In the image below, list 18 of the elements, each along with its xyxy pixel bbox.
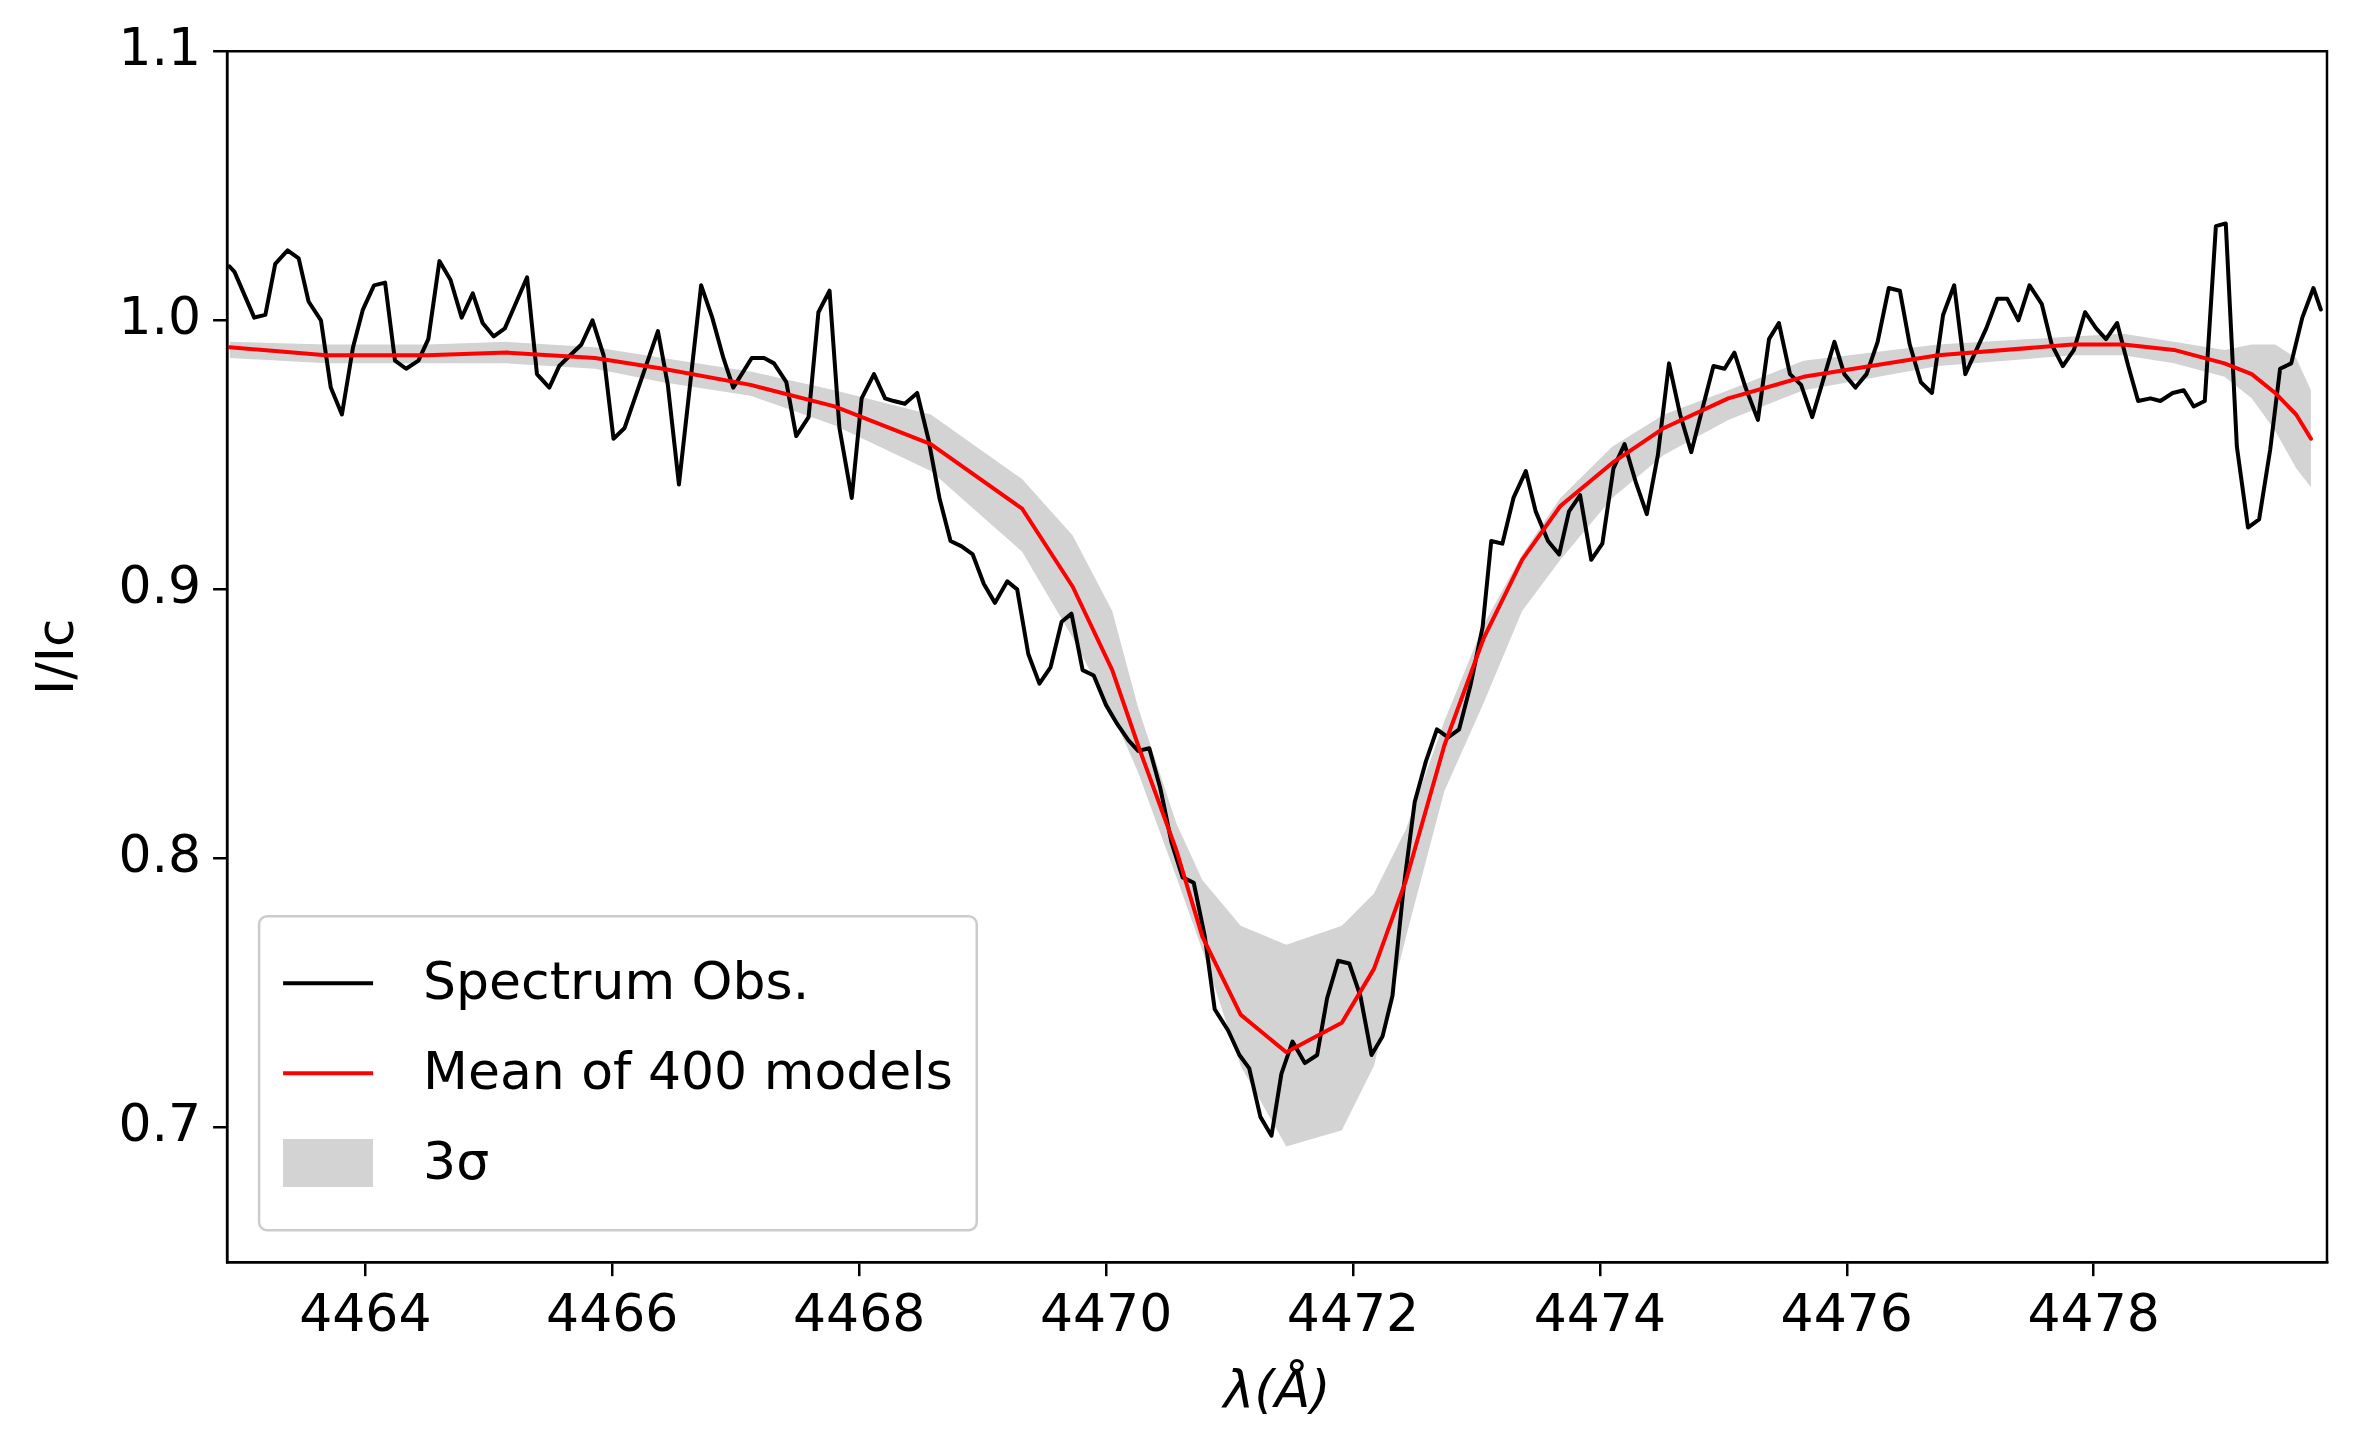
x-tick-label: 4464 bbox=[299, 1282, 432, 1343]
legend-label: Mean of 400 models bbox=[423, 1040, 953, 1101]
x-tick-label: 4466 bbox=[546, 1282, 679, 1343]
x-tick-label: 4468 bbox=[792, 1282, 926, 1343]
y-tick-label: 1.0 bbox=[118, 285, 202, 346]
y-tick-label: 0.8 bbox=[118, 824, 202, 885]
y-tick-label: 1.1 bbox=[118, 16, 202, 77]
x-tick-label: 4478 bbox=[2027, 1282, 2160, 1343]
x-tick-label: 4472 bbox=[1286, 1282, 1420, 1343]
x-tick-label: 4474 bbox=[1533, 1282, 1667, 1343]
y-tick-label: 0.9 bbox=[118, 554, 202, 615]
y-axis-title: I/Ic bbox=[24, 618, 85, 696]
legend-label: Spectrum Obs. bbox=[423, 950, 810, 1011]
annotation: 3σ bbox=[423, 1130, 490, 1191]
x-axis-title: λ(Å) bbox=[1220, 1358, 1331, 1420]
x-tick-label: 4476 bbox=[1780, 1282, 1913, 1343]
x-tick-label: 4470 bbox=[1039, 1282, 1173, 1343]
y-tick-label: 0.7 bbox=[118, 1093, 202, 1154]
